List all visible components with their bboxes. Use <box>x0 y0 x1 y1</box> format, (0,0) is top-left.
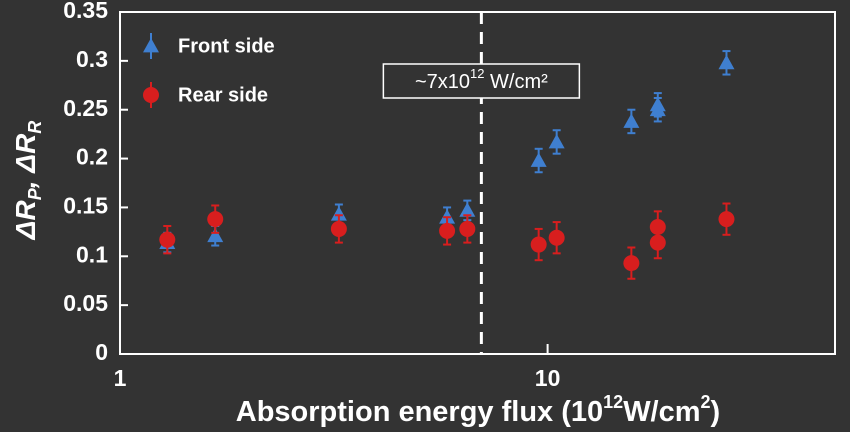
point <box>530 236 547 253</box>
y-tick-label: 0.3 <box>76 46 108 72</box>
point <box>530 152 547 167</box>
legend-label: Front side <box>178 35 275 57</box>
annotation-part: W/cm² <box>484 71 548 93</box>
x-tick-label: 10 <box>535 365 561 391</box>
x-label-sup: 12 <box>603 392 623 412</box>
point <box>548 133 565 149</box>
point <box>623 255 640 272</box>
point <box>330 206 347 221</box>
point <box>330 220 347 237</box>
y-label-part: , ΔR <box>10 133 41 189</box>
x-tick-label: 1 <box>114 365 127 391</box>
legend-marker <box>143 87 159 103</box>
point <box>623 113 640 128</box>
x-label-sup: 2 <box>701 392 711 412</box>
y-tick-label: 0.2 <box>76 144 108 170</box>
annotation: ~7x1012 W/cm² <box>415 66 548 93</box>
x-label-part: Absorption energy flux (10 <box>236 396 603 428</box>
point <box>649 101 666 117</box>
annotation-box <box>382 63 581 99</box>
point <box>649 234 666 251</box>
y-tick-label: 0.25 <box>63 95 108 121</box>
point <box>548 229 565 246</box>
x-label-part: ) <box>711 396 721 428</box>
y-axis-label: ΔRP, ΔRR <box>10 121 44 241</box>
annotation-part: 12 <box>470 66 484 81</box>
legend-label: Rear side <box>178 84 268 106</box>
point <box>718 211 735 228</box>
point <box>207 211 224 228</box>
plot-frame <box>119 11 836 355</box>
y-label-sub: P <box>25 187 45 200</box>
x-axis-label: Absorption energy flux (1012W/cm2) <box>236 392 720 428</box>
legend-marker <box>143 38 159 53</box>
point <box>439 222 456 239</box>
point <box>159 231 176 248</box>
annotation-part: ~7x10 <box>415 71 470 93</box>
point <box>718 54 735 70</box>
y-tick-label: 0.15 <box>63 193 108 219</box>
y-tick-label: 0.35 <box>63 0 108 23</box>
y-label-part: ΔR <box>10 200 41 241</box>
x-label-part: W/cm <box>623 396 700 428</box>
point <box>459 220 476 237</box>
y-tick-label: 0.1 <box>76 241 108 267</box>
y-tick-label: 0 <box>95 339 108 365</box>
y-label-sub: R <box>25 121 45 134</box>
y-tick-label: 0.05 <box>63 290 108 316</box>
point <box>459 202 476 217</box>
point <box>207 227 224 243</box>
